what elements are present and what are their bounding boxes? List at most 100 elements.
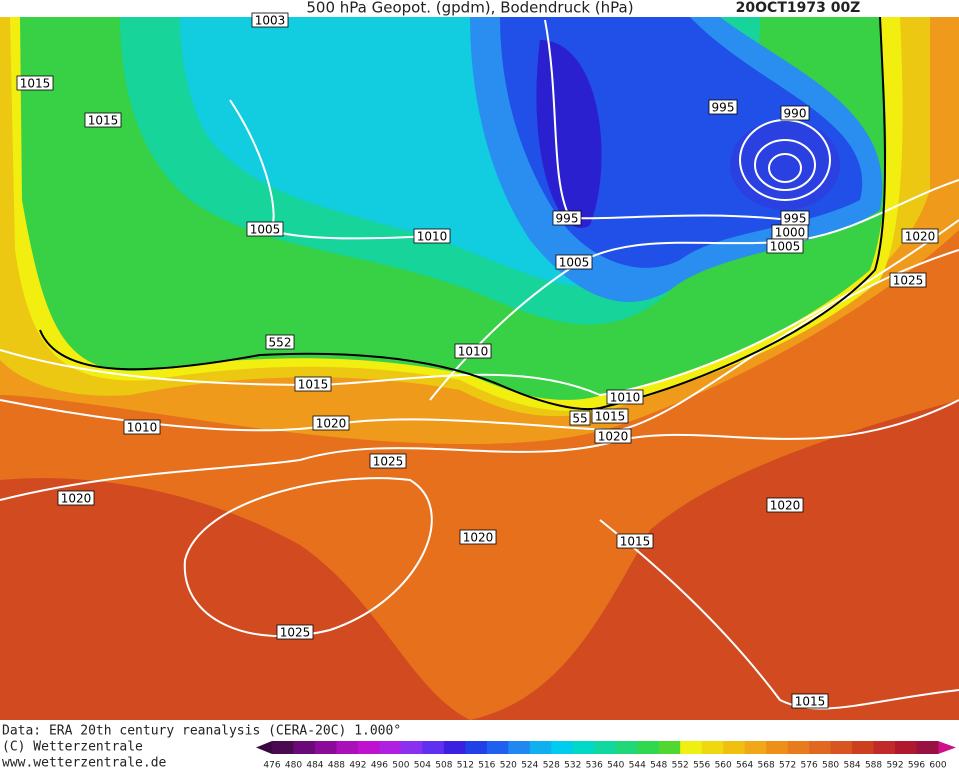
colorbar-label: 512 [457, 761, 474, 771]
colorbar-label: 580 [822, 761, 839, 771]
contour-label: 1020 [901, 228, 939, 244]
label-text: 1015 [620, 535, 651, 549]
label-text: 552 [269, 336, 292, 350]
colorbar-label: 508 [435, 761, 452, 771]
colorbar-label: 476 [263, 761, 280, 771]
colorbar-label: 496 [371, 761, 388, 771]
label-text: 1010 [417, 230, 448, 244]
colorbar-label: 484 [306, 761, 323, 771]
footer-source: Data: ERA 20th century reanalysis (CERA-… [2, 724, 401, 739]
label-box [791, 693, 829, 709]
label-text: 1015 [20, 77, 51, 91]
colorbar-label: 540 [607, 761, 624, 771]
label-box [294, 376, 332, 392]
colorbar-cell [830, 741, 853, 754]
contour-label: 1000 [771, 224, 809, 240]
contour-label: 1010 [454, 343, 492, 359]
label-box [901, 228, 939, 244]
colorbar-label: 552 [672, 761, 689, 771]
label-text: 1025 [280, 626, 311, 640]
footer-url: www.wetterzentrale.de [2, 756, 167, 771]
colorbar-cell [508, 741, 531, 754]
label-box [16, 75, 54, 91]
colorbar-cell [551, 741, 574, 754]
colorbar-label: 568 [758, 761, 775, 771]
contour-label: 1015 [294, 376, 332, 392]
label-text: 1003 [255, 14, 286, 28]
colorbar-cell [422, 741, 445, 754]
colorbar-cell [293, 741, 316, 754]
map-date: 20OCT1973 00Z [736, 0, 861, 16]
colorbar-label: 536 [586, 761, 603, 771]
label-text: 55 [572, 412, 587, 426]
label-box [569, 410, 591, 426]
colorbar-cell [723, 741, 746, 754]
contour-label: 552 [265, 334, 295, 350]
label-text: 1000 [775, 226, 806, 240]
label-text: 990 [784, 107, 807, 121]
colorbar-cell [400, 741, 423, 754]
colorbar-label: 532 [564, 761, 581, 771]
contour-label: 1020 [312, 415, 350, 431]
colorbar-cell [379, 741, 402, 754]
contour-label: 1005 [555, 254, 593, 270]
label-box [780, 105, 810, 121]
label-text: 1005 [250, 223, 281, 237]
contour-label: 1005 [246, 221, 284, 237]
label-box [708, 99, 738, 115]
colorbar-label: 600 [929, 761, 946, 771]
label-box [552, 210, 582, 226]
colorbar-label: 572 [779, 761, 796, 771]
label-box [766, 497, 804, 513]
colorbar-cell [529, 741, 552, 754]
contour-label: 1003 [251, 12, 289, 28]
label-text: 1015 [595, 410, 626, 424]
label-text: 1015 [88, 114, 119, 128]
colorbar-label: 560 [715, 761, 732, 771]
label-box [616, 533, 654, 549]
label-text: 1010 [127, 421, 158, 435]
contour-label: 1015 [84, 112, 122, 128]
label-box [123, 419, 161, 435]
colorbar-label: 492 [349, 761, 366, 771]
contour-label: 995 [708, 99, 738, 115]
colorbar-cell [465, 741, 488, 754]
contour-label: 1010 [413, 228, 451, 244]
label-box [265, 334, 295, 350]
contour-label: 1025 [276, 624, 314, 640]
colorbar-label: 584 [843, 761, 860, 771]
label-box [251, 12, 289, 28]
colorbar-cell [787, 741, 810, 754]
label-box [591, 408, 629, 424]
colorbar-cell [701, 741, 724, 754]
colorbar-label: 576 [801, 761, 818, 771]
contour-label: 1020 [459, 529, 497, 545]
label-text: 1020 [61, 492, 92, 506]
contour-label: 1025 [369, 453, 407, 469]
label-box [276, 624, 314, 640]
label-box [246, 221, 284, 237]
colorbar-cell [680, 741, 703, 754]
colorbar-cell [852, 741, 875, 754]
label-box [766, 238, 804, 254]
label-text: 1025 [893, 274, 924, 288]
label-text: 995 [784, 212, 807, 226]
label-box [606, 389, 644, 405]
colorbar-cell [486, 741, 509, 754]
colorbar: 476 480 484 488 492 496 500 504 508 512 516 520 524 5… [256, 741, 956, 771]
label-box [889, 272, 927, 288]
colorbar-label: 548 [650, 761, 667, 771]
contour-label: 1015 [591, 408, 629, 424]
colorbar-label: 556 [693, 761, 710, 771]
label-text: 1005 [770, 240, 801, 254]
colorbar-label: 504 [414, 761, 431, 771]
colorbar-label: 544 [629, 761, 646, 771]
colorbar-cell [809, 741, 832, 754]
colorbar-label: 520 [500, 761, 517, 771]
contour-label: 1010 [606, 389, 644, 405]
label-text: 1020 [770, 499, 801, 513]
contour-label: 995 [552, 210, 582, 226]
label-box [312, 415, 350, 431]
